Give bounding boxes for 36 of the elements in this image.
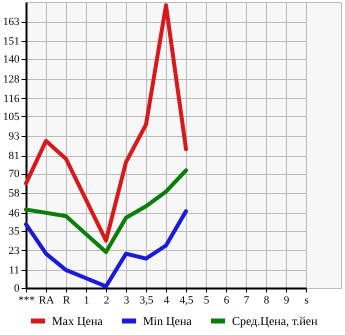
x-tick-label: 6 bbox=[224, 294, 230, 306]
y-tick-label: 128 bbox=[3, 73, 20, 86]
y-tick-label: 163 bbox=[3, 16, 20, 28]
y-tick-label: 151 bbox=[3, 36, 20, 48]
y-tick-label: 0 bbox=[14, 282, 20, 294]
x-tick-label: 4,5 bbox=[180, 294, 194, 306]
x-tick-label: 8 bbox=[264, 294, 270, 306]
legend-label: Max Цена bbox=[52, 314, 104, 328]
x-tick-label: 3 bbox=[124, 294, 130, 306]
x-tick-label: RA bbox=[38, 294, 54, 306]
y-tick-label: 70 bbox=[8, 168, 20, 180]
y-tick-label: 93 bbox=[8, 130, 20, 143]
x-tick-label: 9 bbox=[284, 294, 290, 306]
legend-label: Сред.Цена, т.йен bbox=[232, 314, 318, 328]
x-tick-label: 7 bbox=[244, 294, 250, 306]
x-tick-label: 2 bbox=[104, 294, 110, 306]
x-tick-label: 4 bbox=[164, 294, 170, 306]
y-tick-label: 81 bbox=[8, 150, 20, 162]
y-tick-label: 35 bbox=[8, 225, 20, 238]
line-series bbox=[24, 3, 188, 243]
y-tick-label: 46 bbox=[8, 207, 20, 220]
line-series bbox=[24, 168, 188, 254]
y-tick-label: 105 bbox=[3, 110, 20, 123]
y-tick-label: 11 bbox=[8, 264, 20, 277]
y-tick-label: 23 bbox=[8, 244, 20, 257]
y-tick-label: 58 bbox=[8, 188, 20, 200]
line-series bbox=[24, 209, 188, 288]
y-tick-label: 116 bbox=[3, 92, 20, 105]
x-tick-label: *** bbox=[18, 294, 35, 306]
legend-label: Min Цена bbox=[143, 314, 192, 328]
y-tick-label: 140 bbox=[3, 54, 20, 66]
x-tick-label: 1 bbox=[84, 294, 90, 306]
x-tick-label: 3,5 bbox=[140, 294, 154, 306]
x-tick-label: 5 bbox=[204, 294, 210, 306]
x-tick-label: R bbox=[62, 294, 71, 306]
x-tick-label: s bbox=[304, 294, 309, 306]
